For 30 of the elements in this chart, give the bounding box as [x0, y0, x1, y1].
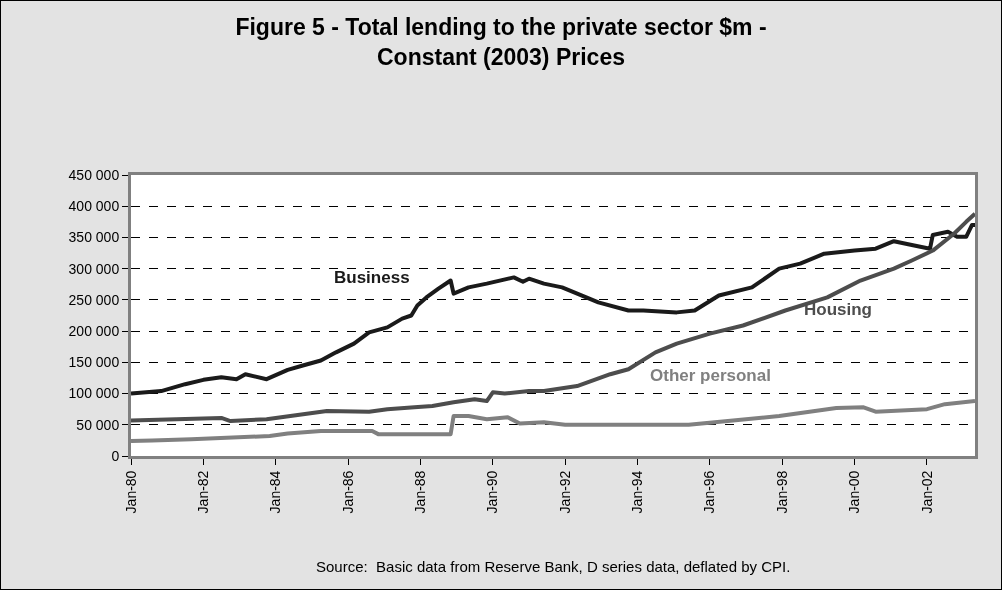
- y-tick-label: 50 000: [76, 416, 120, 433]
- x-tick-label: Jan-90: [484, 470, 501, 514]
- x-tick-label: Jan-00: [846, 470, 863, 514]
- y-tick-label: 200 000: [68, 323, 120, 340]
- x-tick-label: Jan-84: [267, 470, 284, 514]
- x-tick-label: Jan-86: [339, 470, 356, 514]
- line-series: [131, 222, 975, 396]
- y-tick-label: 150 000: [68, 354, 120, 371]
- x-tick-label: Jan-02: [918, 470, 935, 514]
- series-label: Business: [334, 268, 410, 287]
- x-tick-label: Jan-80: [122, 470, 139, 514]
- y-tick-label: 0: [111, 447, 120, 464]
- y-tick-label: 450 000: [68, 166, 120, 183]
- y-tick-label: 300 000: [68, 260, 120, 277]
- x-tick-label: Jan-94: [629, 470, 646, 514]
- x-tick-label: Jan-82: [194, 470, 211, 514]
- x-tick-label: Jan-96: [701, 470, 718, 514]
- x-tick-label: Jan-92: [556, 470, 573, 514]
- y-tick-label: 400 000: [68, 198, 120, 215]
- y-tick-label: 100 000: [68, 385, 120, 402]
- source-note: Source: Basic data from Reserve Bank, D series data, deflated by CPI.: [316, 558, 791, 575]
- line-series: [131, 399, 975, 444]
- series-label: Other personal: [650, 366, 771, 385]
- y-tick-label: 250 000: [68, 291, 120, 308]
- chart-title: Figure 5 - Total lending to the private sector $m - Constant (2003) Prices: [235, 14, 767, 71]
- x-tick-label: Jan-88: [411, 470, 428, 514]
- x-tick-label: Jan-98: [773, 470, 790, 514]
- series-label: Housing: [804, 300, 872, 319]
- y-tick-label: 350 000: [68, 229, 120, 246]
- line-series: [131, 211, 975, 424]
